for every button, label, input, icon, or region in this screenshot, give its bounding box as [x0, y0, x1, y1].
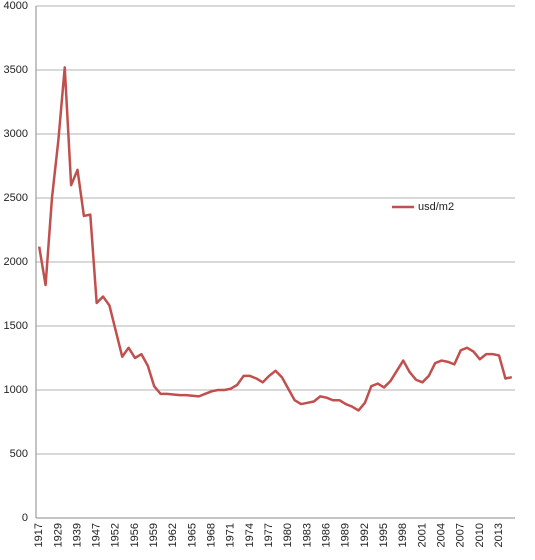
- x-tick-label: 1977: [263, 523, 275, 547]
- x-tick-label: 2013: [493, 523, 505, 547]
- x-tick-label: 1956: [129, 523, 141, 547]
- x-tick-label: 1929: [52, 523, 64, 547]
- y-tick-label: 2500: [4, 192, 28, 204]
- x-tick-label: 1974: [244, 523, 256, 547]
- x-tick-label: 1917: [33, 523, 45, 547]
- x-tick-label: 1998: [397, 523, 409, 547]
- y-tick-label: 500: [10, 448, 28, 460]
- y-tick-label: 1500: [4, 320, 28, 332]
- y-tick-label: 2000: [4, 256, 28, 268]
- line-series: [37, 66, 513, 412]
- x-tick-label: 1965: [186, 523, 198, 547]
- y-tick-label: 0: [22, 512, 28, 524]
- x-tick-label: 1968: [206, 523, 218, 547]
- x-tick-label: 1986: [320, 523, 332, 547]
- x-tick-label: 1962: [167, 523, 179, 547]
- x-tick-label: 1952: [110, 523, 122, 547]
- x-tick-label: 1989: [340, 523, 352, 547]
- x-tick-label: 1971: [225, 523, 237, 547]
- y-tick-label: 4000: [4, 0, 28, 12]
- x-tick-label: 1959: [148, 523, 160, 547]
- x-tick-label: 1939: [71, 523, 83, 547]
- x-tick-label: 2010: [474, 523, 486, 547]
- legend-label: usd/m2: [418, 201, 454, 213]
- y-tick-label: 3500: [4, 64, 28, 76]
- x-tick-label: 2004: [435, 523, 447, 547]
- x-tick-label: 1947: [91, 523, 103, 547]
- x-tick-label: 1995: [378, 523, 390, 547]
- x-tick-label: 1983: [301, 523, 313, 547]
- x-tick-label: 2001: [416, 523, 428, 547]
- x-tick-label: 1992: [359, 523, 371, 547]
- y-tick-label: 1000: [4, 384, 28, 396]
- x-tick-label: 2007: [455, 523, 467, 547]
- x-tick-label: 1980: [282, 523, 294, 547]
- y-tick-label: 3000: [4, 128, 28, 140]
